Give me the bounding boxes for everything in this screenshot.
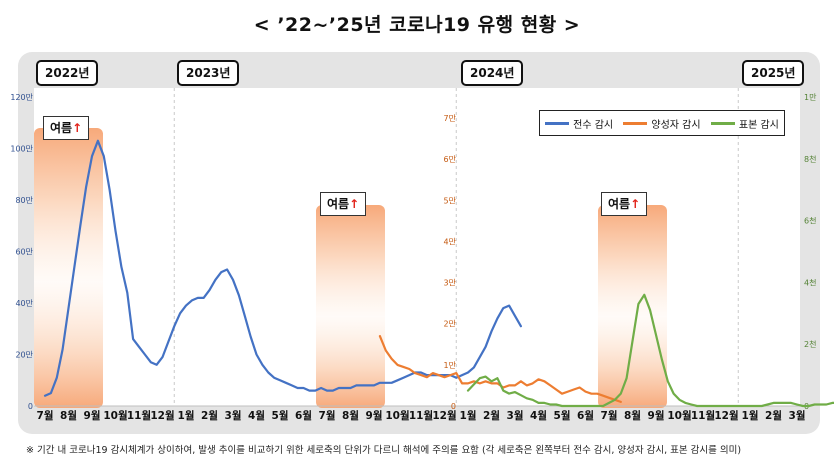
x-tick-label: 7월 [37, 409, 54, 422]
x-tick-label: 11월 [127, 409, 151, 422]
y-tick-label-middle: 5만 [444, 196, 457, 205]
x-tick-label: 2월 [483, 409, 500, 422]
y-tick-label-left: 60만 [15, 248, 33, 257]
x-tick-label: 9월 [84, 409, 101, 422]
year-label-2023: 2023년 [177, 60, 240, 86]
x-tick-label: 9월 [648, 409, 665, 422]
series-line-3 [466, 293, 834, 408]
summer-band [316, 205, 385, 408]
x-tick-label: 5월 [272, 409, 289, 422]
page-title: < ’22~’25년 코로나19 유행 현황 > [253, 14, 581, 36]
summer-label-2024: 여름↑ [601, 192, 648, 216]
x-tick-label: 6월 [295, 409, 312, 422]
x-tick-label: 6월 [577, 409, 594, 422]
legend-label-series2: 양성자 감시 [651, 119, 701, 131]
y-tick-label-middle: 2만 [444, 320, 457, 329]
y-tick-label-left: 80만 [15, 196, 33, 205]
y-tick-label-right: 6천 [804, 216, 816, 226]
summer-label-text: 여름 [50, 121, 73, 135]
y-tick-label-right: 4천 [804, 277, 816, 287]
x-tick-label: 12월 [432, 409, 456, 422]
year-label-2022: 2022년 [36, 60, 99, 86]
y-tick-label-middle: 6만 [444, 155, 457, 164]
year-label-2025: 2025년 [742, 60, 805, 86]
year-label-2024: 2024년 [461, 60, 524, 86]
x-tick-label: 12월 [714, 409, 738, 422]
x-tick-label: 3월 [789, 409, 806, 422]
x-tick-label: 4월 [530, 409, 547, 422]
summer-band [598, 205, 667, 408]
x-tick-label: 8월 [60, 409, 77, 422]
x-tick-label: 1월 [742, 409, 759, 422]
x-tick-label: 11월 [691, 409, 715, 422]
up-arrow-icon: ↑ [72, 121, 83, 135]
summer-label-text: 여름 [608, 197, 631, 211]
x-tick-label: 12월 [150, 409, 174, 422]
x-tick-label: 3월 [225, 409, 242, 422]
x-tick-label: 10월 [103, 409, 127, 422]
x-tick-label: 5월 [554, 409, 571, 422]
y-tick-label-middle: 3만 [444, 279, 457, 288]
y-tick-label-right: 2천 [804, 339, 816, 349]
x-tick-label: 10월 [667, 409, 691, 422]
x-tick-label: 4월 [248, 409, 265, 422]
plot-area [34, 88, 800, 406]
x-tick-label: 8월 [342, 409, 359, 422]
y-tick-label-left: 0 [28, 402, 33, 411]
series-line-1 [43, 139, 522, 397]
legend-item-series1: 전수 감시 [545, 116, 613, 131]
up-arrow-icon: ↑ [349, 197, 360, 211]
footnote: ※ 기간 내 코로나19 감시체계가 상이하여, 발생 추이를 비교하기 위한 … [26, 445, 742, 456]
series-line-2 [378, 335, 622, 403]
legend-item-series3: 표본 감시 [710, 116, 779, 131]
legend-swatch-series3 [710, 121, 735, 125]
y-tick-label-middle: 4만 [444, 237, 457, 246]
summer-label-2022: 여름↑ [43, 116, 90, 140]
legend-item-series2: 양성자 감시 [623, 116, 701, 131]
y-tick-label-middle: 7만 [444, 114, 457, 123]
y-tick-label-left: 40만 [15, 299, 33, 308]
y-tick-label-left: 100만 [10, 145, 33, 154]
y-tick-label-middle: 0 [451, 402, 456, 411]
y-tick-label-left: 20만 [15, 351, 33, 360]
x-tick-label: 7월 [319, 409, 336, 422]
y-tick-label-left: 120만 [10, 93, 33, 102]
summer-label-2023: 여름↑ [320, 192, 367, 216]
up-arrow-icon: ↑ [630, 197, 641, 211]
y-tick-label-middle: 1만 [444, 361, 457, 370]
chart-legend: 전수 감시 양성자 감시 표본 감시 [539, 110, 785, 136]
legend-swatch-series2 [623, 121, 648, 125]
x-tick-label: 3월 [507, 409, 524, 422]
legend-swatch-series1 [545, 121, 570, 125]
summer-band [34, 128, 103, 408]
legend-label-series1: 전수 감시 [573, 119, 614, 131]
x-tick-label: 1월 [460, 409, 477, 422]
x-tick-label: 2월 [765, 409, 782, 422]
x-tick-label: 1월 [178, 409, 195, 422]
x-tick-label: 10월 [385, 409, 409, 422]
x-tick-label: 7월 [601, 409, 618, 422]
x-tick-label: 2월 [201, 409, 218, 422]
x-tick-label: 8월 [624, 409, 641, 422]
y-tick-label-right: 1만 [804, 93, 817, 102]
x-tick-label: 11월 [409, 409, 433, 422]
x-tick-label: 9월 [366, 409, 383, 422]
y-tick-label-right: 8천 [804, 154, 816, 164]
legend-label-series3: 표본 감시 [738, 119, 779, 131]
summer-label-text: 여름 [327, 197, 350, 211]
